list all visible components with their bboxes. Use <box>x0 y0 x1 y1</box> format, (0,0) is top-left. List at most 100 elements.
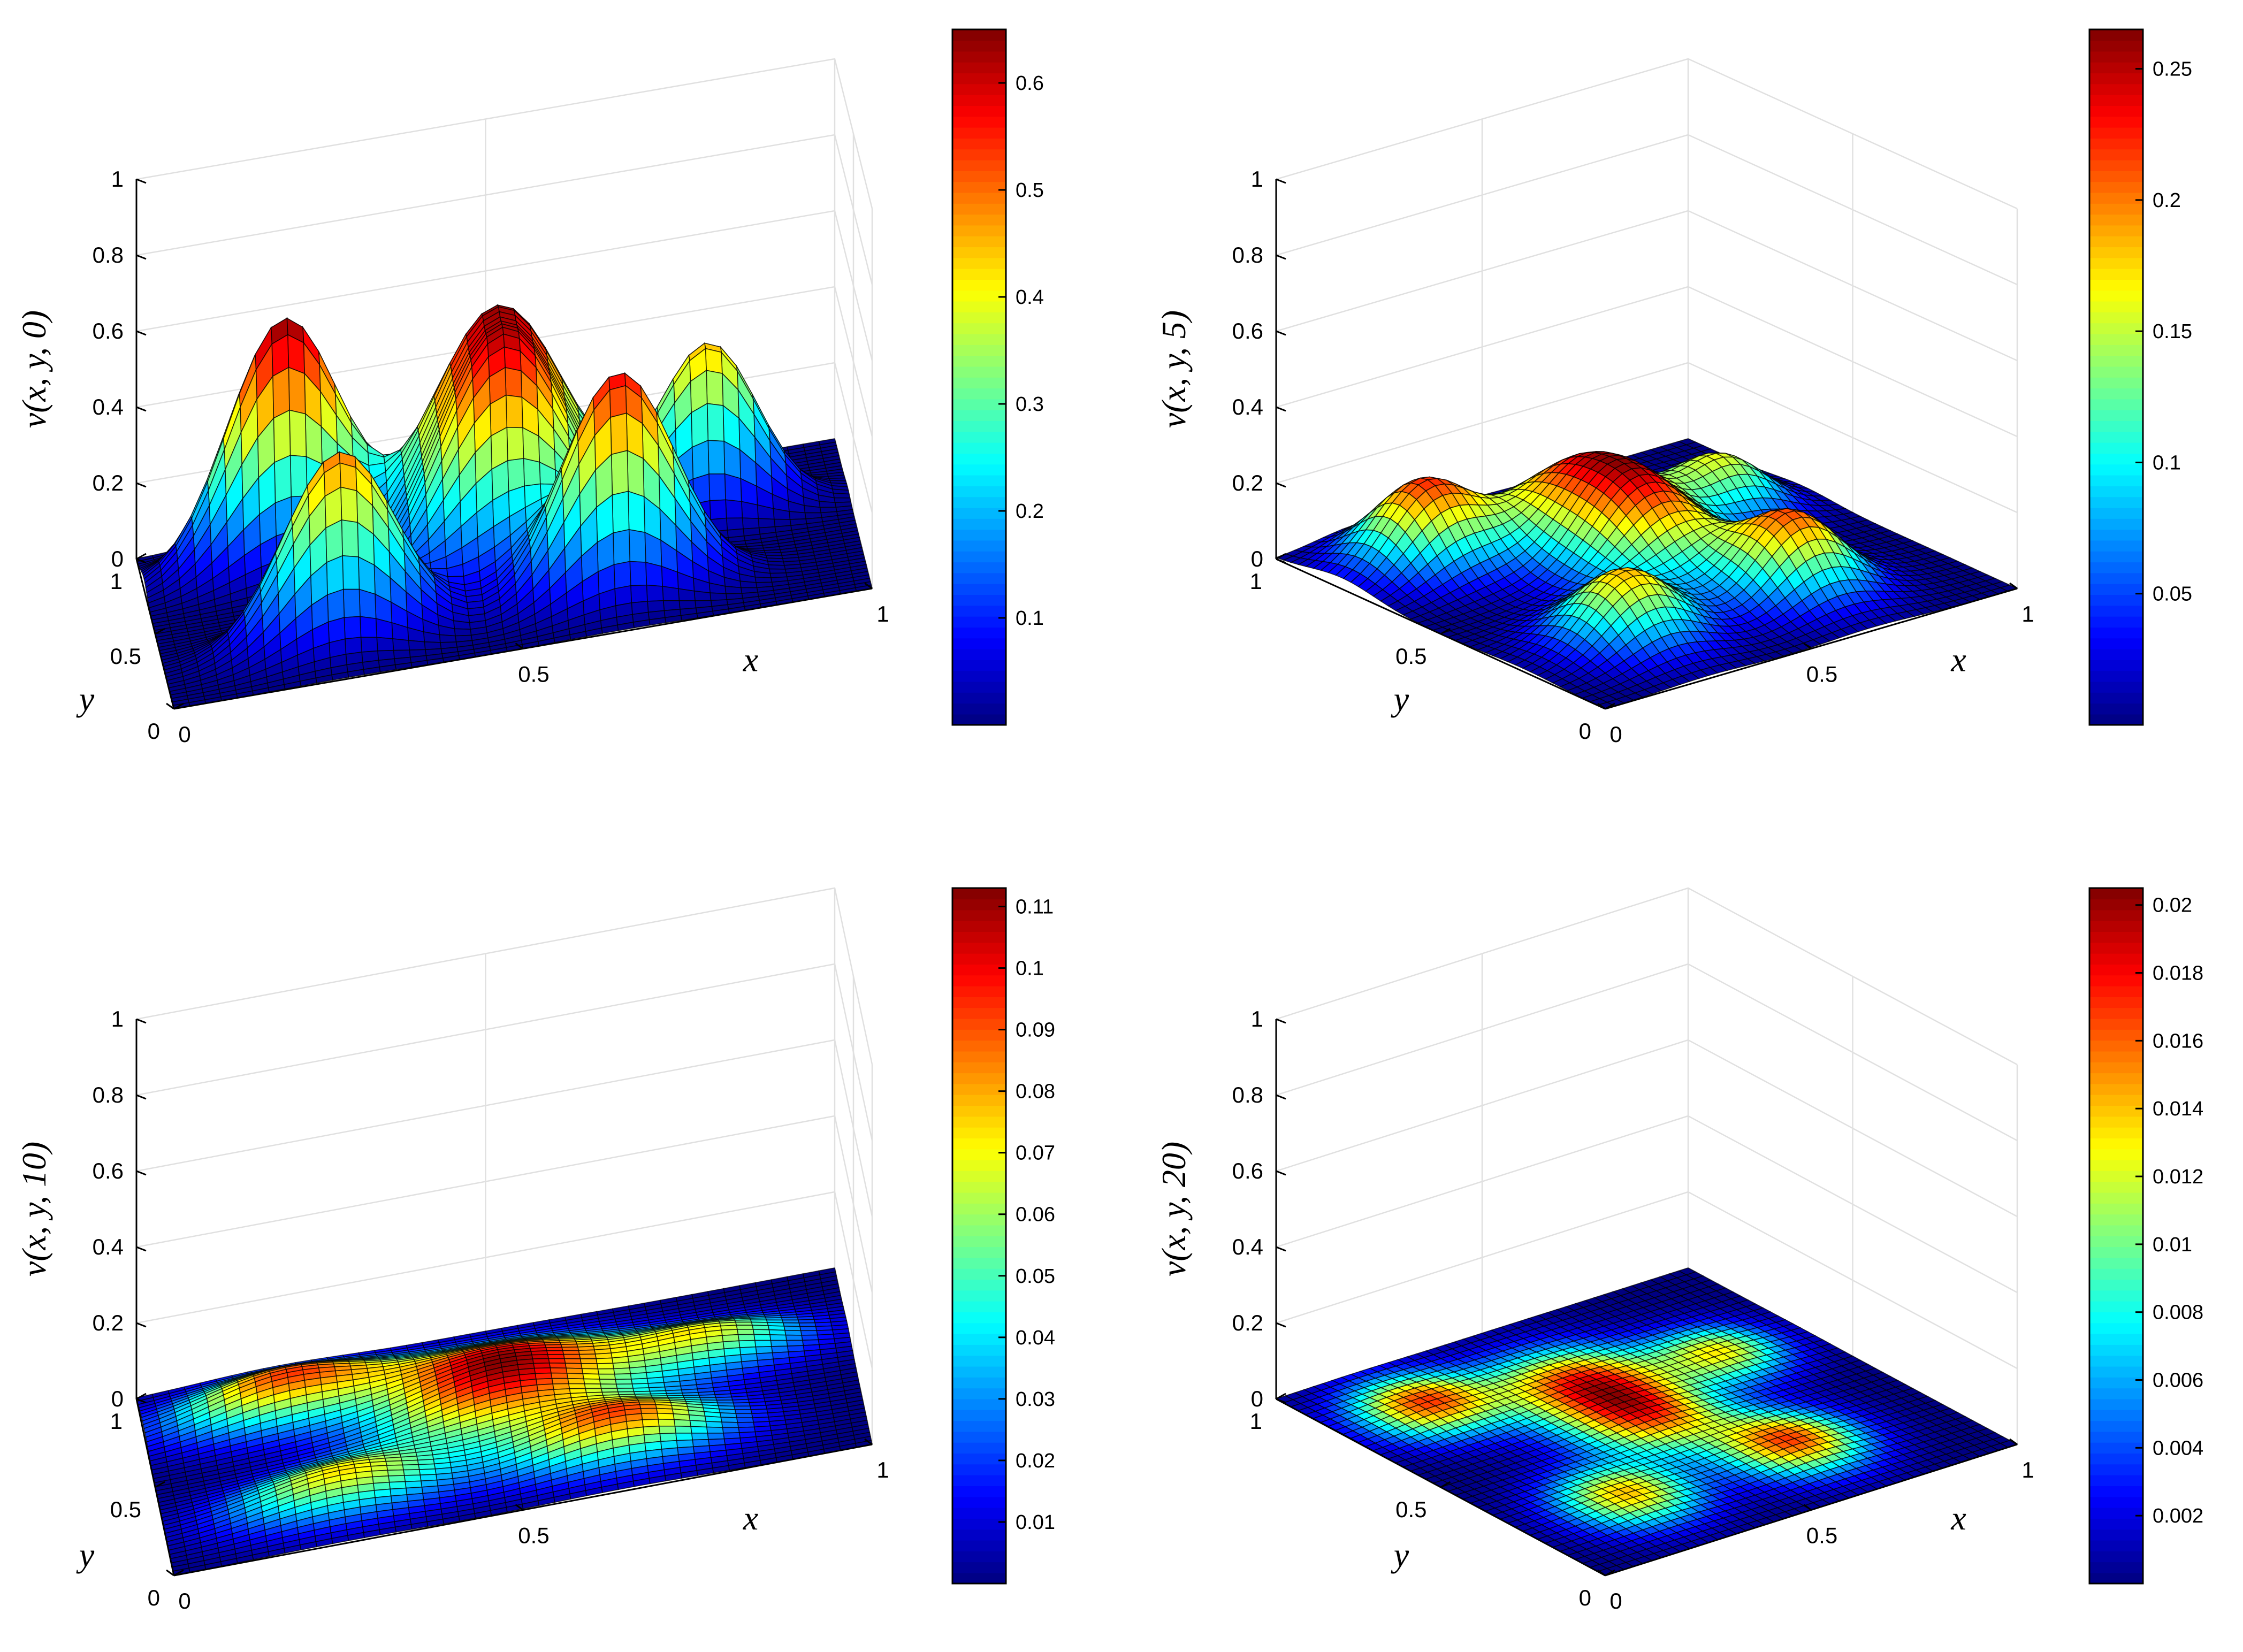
surface-face <box>770 1340 788 1347</box>
surface-face <box>736 1329 755 1335</box>
surface-face <box>724 585 743 594</box>
surface-face <box>739 580 758 588</box>
surface-face <box>548 1362 567 1369</box>
colorbar-segment <box>952 583 1006 595</box>
surface-face <box>274 454 292 504</box>
colorbar-segment <box>2089 83 2143 95</box>
colorbar-segment <box>952 29 1006 41</box>
colorbar-segment <box>952 420 1006 432</box>
surface-face <box>706 403 724 442</box>
surface-face <box>345 637 362 655</box>
y-tick-label: 1 <box>110 569 123 594</box>
surface-face <box>833 493 851 499</box>
colorbar-segment <box>2089 681 2143 693</box>
surface-face <box>758 518 776 529</box>
surface-face <box>788 511 806 520</box>
colorbar-segment <box>952 670 1006 682</box>
surface-face <box>568 1383 586 1389</box>
surface-face <box>709 592 728 601</box>
surface-face <box>584 1383 602 1389</box>
colorbar-segment <box>2089 203 2143 215</box>
surface-face <box>726 517 744 531</box>
colorbar-segment <box>952 323 1006 334</box>
surface-face <box>800 1330 818 1336</box>
colorbar-segment <box>952 551 1006 563</box>
surface-face <box>505 367 523 398</box>
surface-face <box>629 561 647 586</box>
colorbar-segment <box>2089 627 2143 639</box>
colorbar-segment <box>952 540 1006 552</box>
colorbar-segment <box>2089 453 2143 465</box>
surface-face <box>646 584 664 602</box>
colorbar-segment <box>2089 670 2143 682</box>
surface-face <box>784 1329 803 1336</box>
surface-face <box>725 499 743 519</box>
colorbar-segment <box>952 149 1006 160</box>
colorbar-segment <box>2089 62 2143 74</box>
colorbar-segment <box>952 388 1006 400</box>
surface-face <box>503 346 522 372</box>
y-tick-label: 0 <box>1579 718 1591 744</box>
colorbar-segment <box>2089 714 2143 725</box>
surface-face <box>327 617 346 644</box>
colorbar-segment <box>2089 442 2143 454</box>
surface-face <box>599 1379 617 1385</box>
y-tick-label: 0.5 <box>110 644 141 669</box>
surface-face <box>598 1373 616 1380</box>
colorbar-segment <box>2089 235 2143 248</box>
surface-face <box>708 473 726 501</box>
surface-face <box>613 1367 631 1375</box>
colorbar-tick-label: 0.2 <box>1016 500 1044 523</box>
x-axis-label: x <box>1950 641 1966 679</box>
colorbar-segment <box>952 247 1006 258</box>
colorbar-segment <box>2089 127 2143 139</box>
colorbar-segment <box>952 214 1006 226</box>
colorbar-segment <box>952 518 1006 530</box>
colorbar-segment <box>2089 409 2143 422</box>
surface-face <box>341 519 359 557</box>
surface-face <box>339 462 357 492</box>
colorbar-segment <box>2089 301 2143 312</box>
surface-face <box>596 1357 614 1364</box>
surface-face <box>550 1372 569 1379</box>
surface-face <box>691 439 709 480</box>
colorbar-segment <box>952 638 1006 649</box>
colorbar-segment <box>2089 529 2143 541</box>
y-tick-label: 1 <box>1250 569 1262 594</box>
colorbar-segment <box>952 235 1006 248</box>
z-axis-label: v(x, y, 5) <box>1155 310 1193 428</box>
colorbar-segment <box>2089 496 2143 508</box>
surface-face <box>546 1350 564 1355</box>
y-axis-label: y <box>1391 680 1409 718</box>
surface-face <box>360 616 378 638</box>
surface-face <box>705 348 723 374</box>
surface-face <box>707 440 726 475</box>
surface-face <box>693 590 712 601</box>
surface-face <box>706 370 724 407</box>
colorbar-tick-label: 0.4 <box>1016 286 1044 309</box>
colorbar-segment <box>2089 583 2143 595</box>
colorbar-segment <box>2089 268 2143 280</box>
surface-face <box>327 588 345 623</box>
z-tick-label: 0 <box>1251 546 1263 571</box>
surface-face <box>662 586 680 601</box>
surface-face <box>753 1334 772 1341</box>
colorbar-tick-label: 0.6 <box>1016 72 1044 95</box>
colorbar-segment <box>952 83 1006 95</box>
colorbar-segment <box>2089 648 2143 660</box>
colorbar-segment <box>952 127 1006 139</box>
colorbar-segment <box>952 159 1006 171</box>
colorbar-segment <box>2089 225 2143 236</box>
colorbar-segment <box>2089 366 2143 378</box>
colorbar-segment <box>952 464 1006 476</box>
surface-face <box>563 1353 581 1359</box>
colorbar-tick-label: 0.15 <box>2153 320 2192 343</box>
z-tick-label: 1 <box>1251 166 1263 192</box>
surface-face <box>562 1350 580 1355</box>
surface-face <box>628 491 646 533</box>
surface-face <box>734 1409 752 1414</box>
colorbar-segment <box>952 355 1006 367</box>
surface-face <box>600 1383 618 1389</box>
surface-face <box>581 1368 599 1375</box>
